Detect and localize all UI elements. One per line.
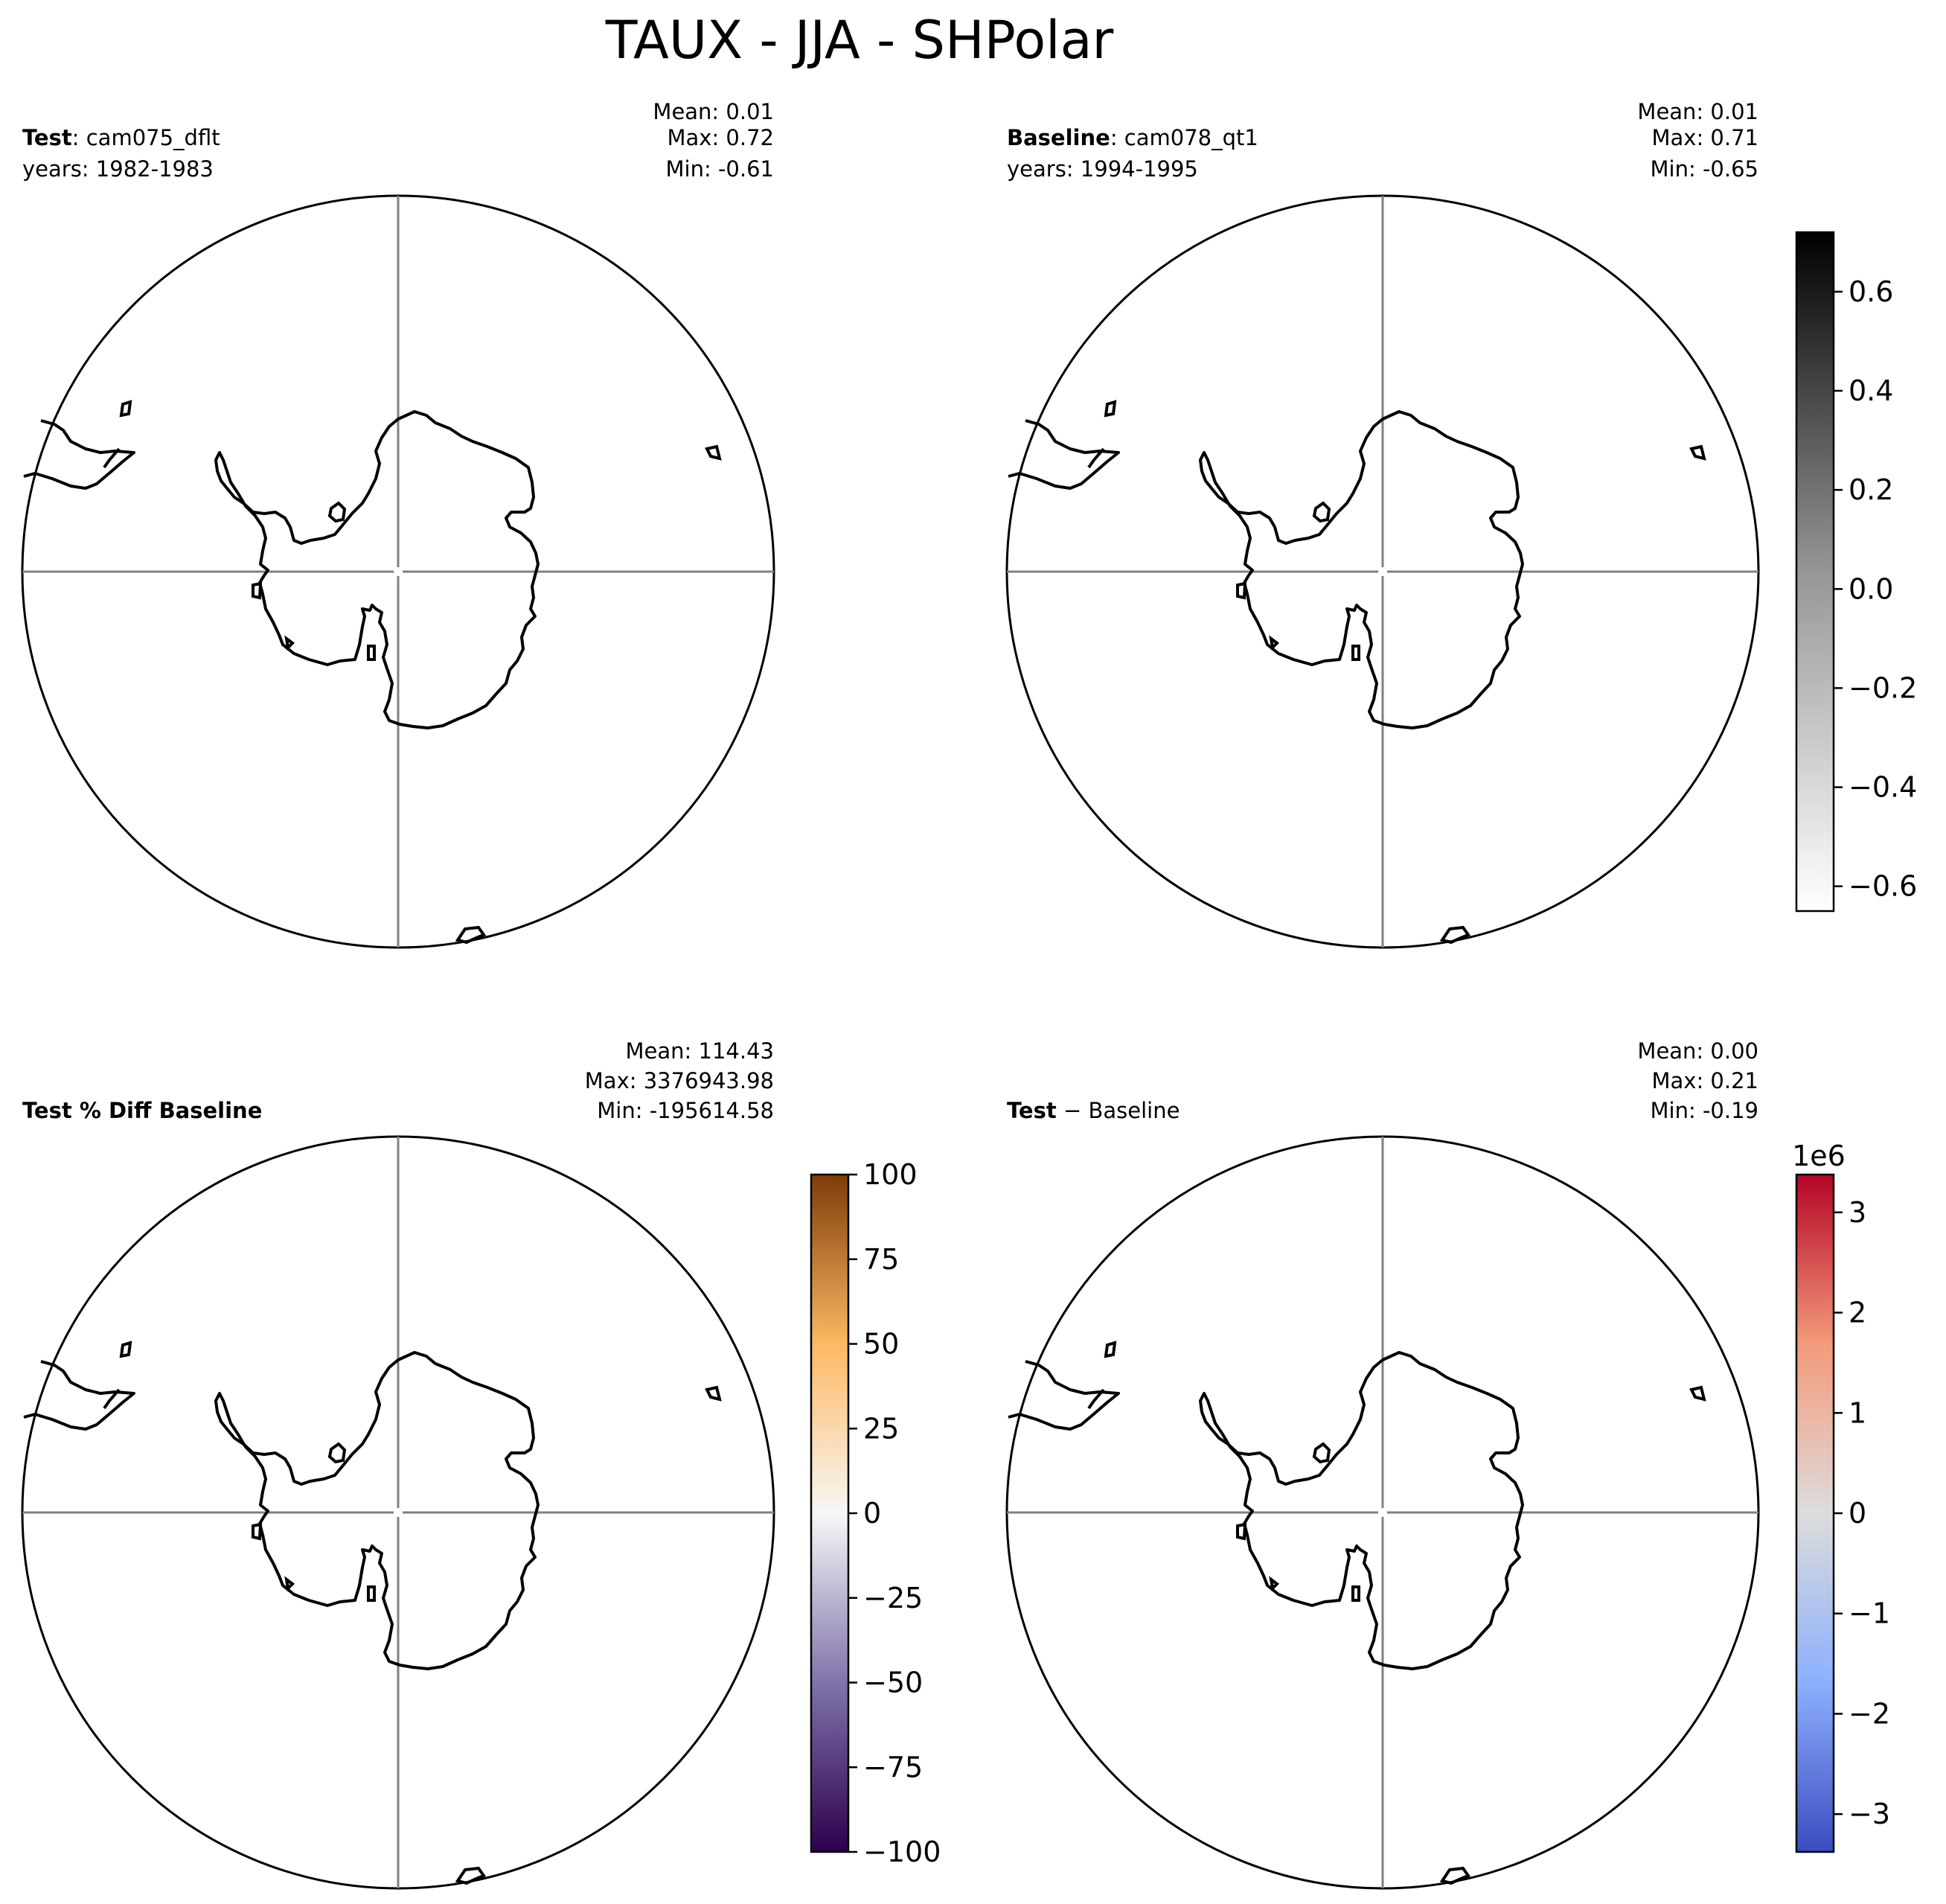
colorbar-tick-label: 0 bbox=[1849, 1497, 1866, 1530]
colorbar-tick-label: −50 bbox=[863, 1667, 923, 1699]
panel-label-bold: Test % Diff Baseline bbox=[22, 1098, 262, 1123]
panel-pct-diff: Test % Diff Baseline Mean: 114.43 Max: 337… bbox=[21, 1038, 941, 1890]
stat-min: Min: -0.61 bbox=[666, 156, 774, 182]
colorbar-tick-label: −0.2 bbox=[1849, 671, 1917, 704]
colorbar-tick-label: −2 bbox=[1849, 1697, 1890, 1730]
colorbar-gradient bbox=[1795, 231, 1835, 913]
stat-mean: Mean: 114.43 bbox=[626, 1038, 774, 1064]
colorbar-offset-label: 1e6 bbox=[1792, 1140, 1846, 1172]
colorbar-gradient bbox=[810, 1173, 850, 1853]
stat-mean: Mean: 0.00 bbox=[1637, 1038, 1758, 1064]
colorbar-tick-label: −0.4 bbox=[1849, 771, 1917, 804]
panel-label-bold: Test bbox=[22, 125, 72, 150]
colorbar-gradient bbox=[1795, 1173, 1835, 1853]
stat-min: Min: -195614.58 bbox=[597, 1098, 774, 1123]
colorbar-tick-label: 0 bbox=[863, 1497, 881, 1530]
stat-max: Max: 0.72 bbox=[667, 125, 774, 150]
stat-mean: Mean: 0.01 bbox=[1637, 99, 1758, 124]
colorbar-tick-label: −75 bbox=[863, 1751, 923, 1783]
panel-years: years: 1982-1983 bbox=[22, 156, 214, 182]
panel-baseline: Baseline: cam078_qt1 years: 1994-1995 Mean… bbox=[1005, 99, 1917, 949]
pole-marker bbox=[394, 1508, 403, 1517]
colorbar-pct-diff: −100 −75 −50 −25 0 25 50 75 100 bbox=[810, 1158, 941, 1868]
colorbar-tick-label: 0.6 bbox=[1849, 275, 1893, 308]
panel-label: Test − Baseline bbox=[1007, 1098, 1180, 1123]
colorbar-tick-label: 100 bbox=[863, 1158, 918, 1191]
panel-label-bold: Baseline bbox=[1007, 125, 1110, 150]
panel-test: Test: cam075_dflt years: 1982-1983 Mean: 0… bbox=[21, 99, 775, 949]
panel-label-bold: Test bbox=[1007, 1098, 1057, 1123]
panel-label-case: : cam075_dflt bbox=[72, 125, 220, 150]
panel-label: Test: cam075_dflt bbox=[22, 125, 220, 150]
stat-max: Max: 3376943.98 bbox=[585, 1068, 774, 1093]
panel-years: years: 1994-1995 bbox=[1007, 156, 1198, 182]
panel-label-case: : cam078_qt1 bbox=[1110, 125, 1258, 150]
colorbar-tick-label: 2 bbox=[1849, 1297, 1866, 1329]
panel-diff: Test − Baseline Mean: 0.00 Max: 0.21 Min: -… bbox=[1005, 1038, 1890, 1890]
colorbar-tick-label: −0.6 bbox=[1849, 870, 1917, 903]
figure-title: TAUX - JJA - SHPolar bbox=[605, 10, 1114, 71]
stat-mean: Mean: 0.01 bbox=[653, 99, 774, 124]
stat-min: Min: -0.65 bbox=[1651, 156, 1758, 182]
colorbar-tick-label: −3 bbox=[1849, 1798, 1890, 1830]
pole-marker bbox=[394, 567, 403, 576]
panel-label-case: − Baseline bbox=[1057, 1098, 1180, 1123]
colorbar-tick-label: 0.0 bbox=[1849, 572, 1893, 605]
colorbar-tick-label: 0.4 bbox=[1849, 374, 1893, 407]
stat-min: Min: -0.19 bbox=[1651, 1098, 1758, 1123]
colorbar-tick-label: 0.2 bbox=[1849, 473, 1893, 506]
colorbar-tick-label: 25 bbox=[863, 1412, 899, 1445]
colorbar-tick-label: 3 bbox=[1849, 1196, 1866, 1229]
colorbar-tick-label: 1 bbox=[1849, 1396, 1866, 1429]
pole-marker bbox=[1378, 567, 1387, 576]
colorbar-tick-label: −100 bbox=[863, 1836, 941, 1868]
colorbar-baseline: −0.6 −0.4 −0.2 0.0 0.2 0.4 0.6 bbox=[1795, 231, 1917, 913]
colorbar-tick-label: 50 bbox=[863, 1328, 899, 1361]
colorbar-tick-label: −25 bbox=[863, 1582, 923, 1614]
colorbar-tick-label: −1 bbox=[1849, 1597, 1890, 1630]
panel-label: Test % Diff Baseline bbox=[22, 1098, 262, 1123]
panel-label: Baseline: cam078_qt1 bbox=[1007, 125, 1258, 150]
stat-max: Max: 0.71 bbox=[1651, 125, 1758, 150]
stat-max: Max: 0.21 bbox=[1651, 1068, 1758, 1093]
pole-marker bbox=[1378, 1508, 1387, 1517]
colorbar-tick-label: 75 bbox=[863, 1243, 899, 1276]
